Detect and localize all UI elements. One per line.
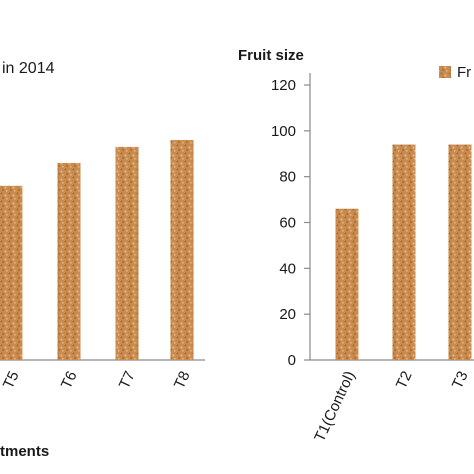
y-tick-label: 60 xyxy=(279,215,296,232)
bar-t8 xyxy=(170,140,194,360)
right-legend: Fr xyxy=(439,64,471,81)
right-chart-title: Fruit size xyxy=(238,47,304,64)
left-chart: in 2014 T5 T6 T7 T8 tments xyxy=(0,60,205,460)
right-y-ticks: 0 20 40 60 80 100 120 xyxy=(271,77,310,369)
x-tick-label: T7 xyxy=(116,369,139,392)
left-bars xyxy=(0,140,194,360)
x-tick-label: T5 xyxy=(0,369,23,392)
bar-t6 xyxy=(57,162,81,360)
y-tick-label: 0 xyxy=(288,352,296,369)
y-tick-label: 100 xyxy=(271,123,296,140)
x-tick-label: T8 xyxy=(171,369,194,392)
left-chart-title: in 2014 xyxy=(2,60,55,77)
bar-t3 xyxy=(448,144,472,360)
bar-t5 xyxy=(0,185,23,360)
legend-swatch xyxy=(439,66,451,78)
x-tick-label: T2 xyxy=(393,369,416,392)
left-x-axis-label: tments xyxy=(0,443,49,460)
legend-label: Fr xyxy=(457,64,471,81)
bar-t1-control- xyxy=(335,208,359,360)
y-tick-label: 40 xyxy=(279,260,296,277)
x-tick-label: T1(Control) xyxy=(311,369,358,445)
bar-t7 xyxy=(115,146,139,360)
y-tick-label: 80 xyxy=(279,169,296,186)
y-tick-label: 20 xyxy=(279,306,296,323)
x-tick-label: T3 xyxy=(449,369,472,392)
right-chart: Fruit size 0 20 40 60 80 100 120 T1(Control) T2… xyxy=(238,47,474,444)
bar-t2 xyxy=(392,144,416,360)
x-tick-label: T6 xyxy=(58,369,81,392)
right-x-ticks: T1(Control) T2 T3 xyxy=(311,369,471,445)
left-x-ticks: T5 T6 T7 T8 xyxy=(0,369,194,392)
right-bars xyxy=(335,144,472,360)
y-tick-label: 120 xyxy=(271,77,296,94)
